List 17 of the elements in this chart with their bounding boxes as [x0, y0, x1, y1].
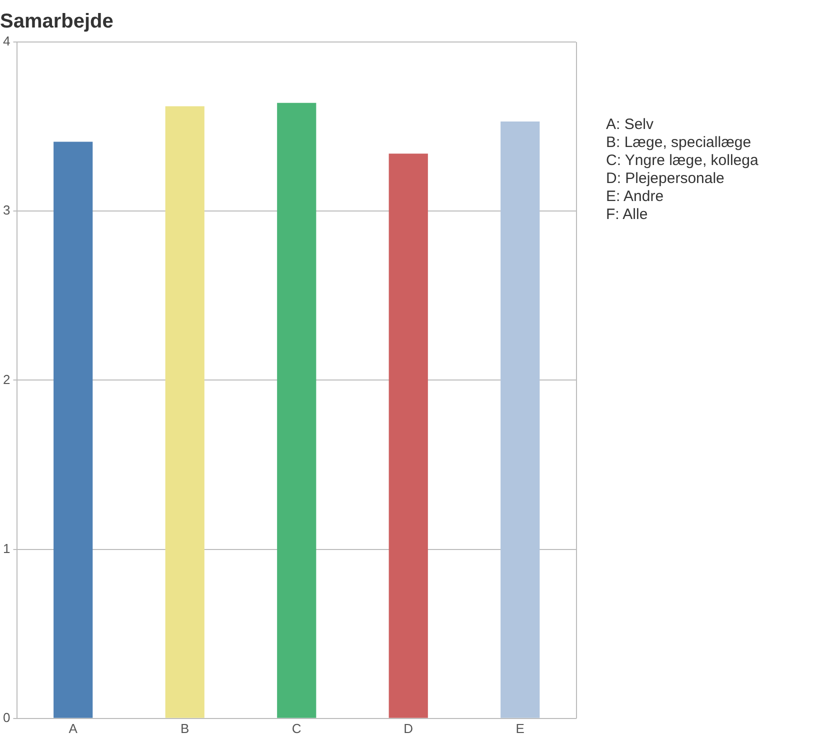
text: C: Yngre læge, kollega — [606, 152, 758, 170]
y-tick-label: 2 — [2, 372, 10, 387]
x-tick-label: C — [292, 720, 302, 736]
text: B: Læge, speciallæge — [606, 134, 752, 152]
text: A: Selv — [606, 116, 655, 134]
x-tick-label: B — [180, 720, 190, 736]
y-tick-label: 0 — [2, 710, 10, 725]
text: E: Andre — [606, 188, 665, 206]
x-tick-label: A — [68, 720, 78, 736]
x-tick-label: E — [516, 720, 525, 736]
text: F: Alle — [606, 206, 649, 224]
chart-title: Samarbejde — [0, 10, 114, 33]
text: D: Plejepersonale — [606, 170, 726, 188]
y-tick-label: 4 — [2, 34, 10, 49]
y-tick-label: 1 — [2, 540, 10, 556]
y-tick-label: 3 — [2, 202, 10, 218]
x-tick-label: D — [404, 720, 414, 736]
